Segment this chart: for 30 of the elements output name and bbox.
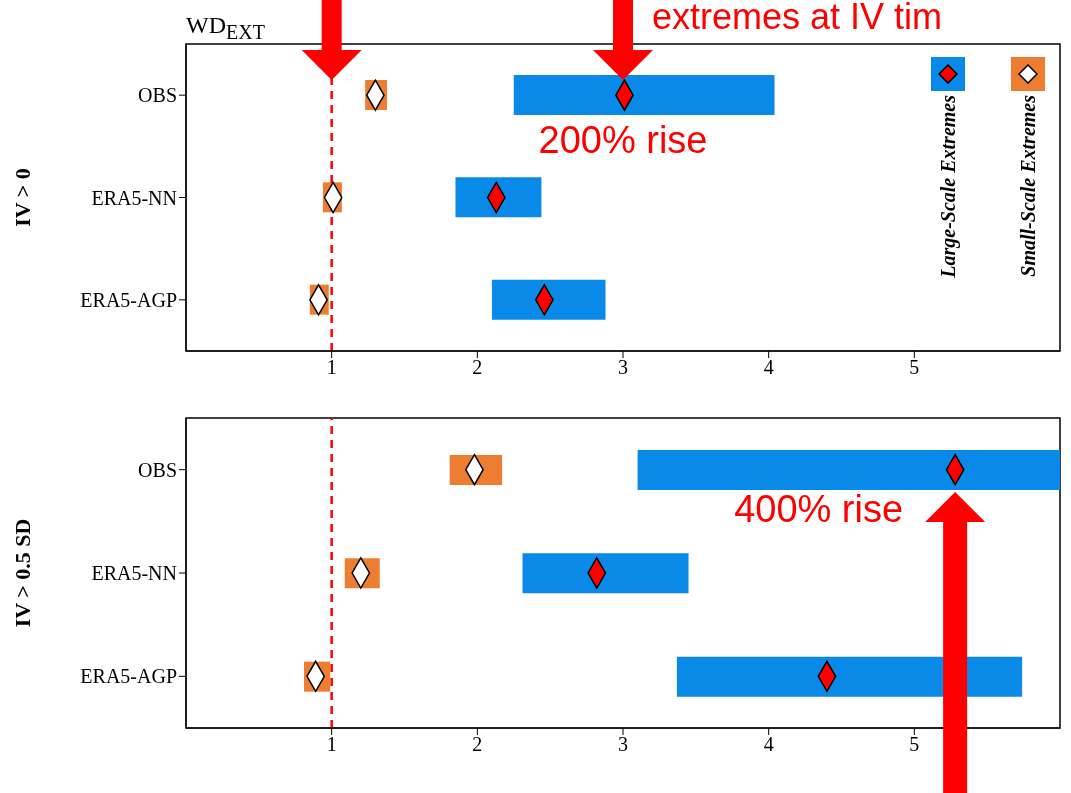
x-tick-label: 4 (763, 733, 774, 756)
legend-label: Large-Scale Extremes (936, 95, 960, 278)
y-tick-label: OBS (138, 458, 177, 481)
x-tick-label: 5 (909, 356, 920, 379)
x-tick-label: 2 (472, 356, 483, 379)
y-tick-label: ERA5-NN (91, 562, 177, 585)
legend-label: Small-Scale Extremes (1016, 95, 1040, 277)
y-axis-title: IV > 0 (9, 168, 35, 227)
x-tick-label: 1 (326, 733, 337, 756)
bar (455, 177, 542, 218)
y-tick-label: ERA5-AGP (80, 288, 177, 311)
x-tick-label: 4 (763, 356, 774, 379)
bar (676, 656, 1023, 697)
x-tick-label: 5 (909, 733, 920, 756)
y-tick-label: OBS (138, 84, 177, 107)
y-tick-label: ERA5-NN (91, 186, 177, 209)
y-axis-title: IV > 0.5 SD (9, 518, 35, 628)
chart-title: WD$_{EXT}$ (186, 12, 265, 44)
bar (637, 450, 1060, 490)
bar (513, 75, 775, 115)
x-tick-label: 1 (326, 356, 337, 379)
x-tick-label: 3 (618, 733, 628, 756)
x-tick-label: 2 (472, 733, 483, 756)
annotation: 200% rise (538, 119, 708, 162)
bar (522, 553, 689, 594)
x-tick-label: 3 (618, 356, 628, 379)
annotation: 400% rise (734, 487, 904, 530)
bar (491, 279, 606, 320)
text: extremes at IV tim (652, 0, 943, 38)
y-tick-label: ERA5-AGP (80, 665, 177, 688)
